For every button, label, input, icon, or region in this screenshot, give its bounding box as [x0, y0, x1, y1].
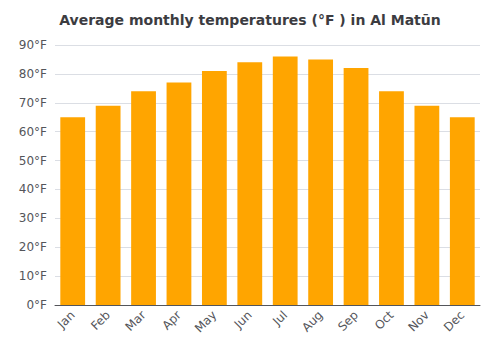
svg-text:Mar: Mar [123, 308, 149, 334]
svg-text:Jun: Jun [231, 308, 255, 332]
svg-text:30°F: 30°F [19, 211, 47, 225]
svg-text:Jan: Jan [54, 308, 78, 332]
svg-text:Dec: Dec [441, 308, 467, 334]
svg-text:0°F: 0°F [26, 298, 47, 312]
svg-text:Jul: Jul [269, 308, 290, 329]
svg-text:Aug: Aug [299, 308, 325, 334]
svg-text:20°F: 20°F [19, 240, 47, 254]
svg-text:Nov: Nov [405, 308, 431, 334]
svg-text:60°F: 60°F [19, 125, 47, 139]
svg-text:10°F: 10°F [19, 269, 47, 283]
svg-text:90°F: 90°F [19, 38, 47, 52]
svg-text:80°F: 80°F [19, 67, 47, 81]
svg-text:Feb: Feb [88, 308, 113, 333]
svg-text:Average monthly temperatures (: Average monthly temperatures (°F ) in Al… [59, 12, 441, 28]
svg-text:May: May [192, 308, 219, 335]
svg-text:40°F: 40°F [19, 182, 47, 196]
svg-text:50°F: 50°F [19, 154, 47, 168]
svg-text:Sep: Sep [335, 308, 361, 334]
svg-text:Apr: Apr [159, 308, 184, 333]
svg-text:Oct: Oct [372, 308, 397, 333]
svg-text:70°F: 70°F [19, 96, 47, 110]
